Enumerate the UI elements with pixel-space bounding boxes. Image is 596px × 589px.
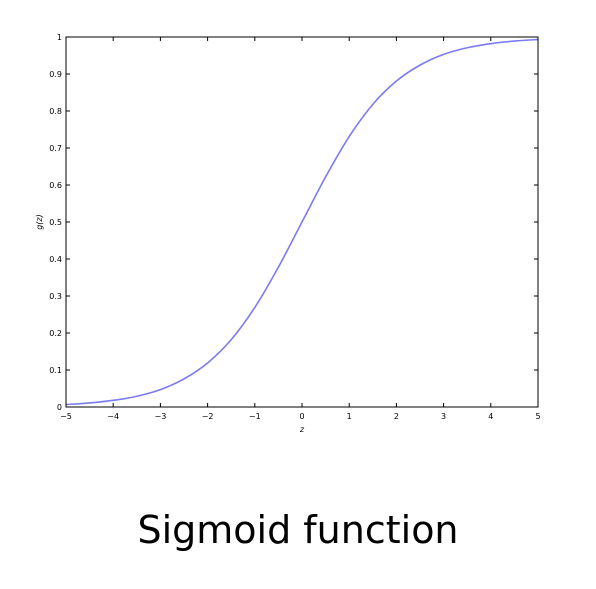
- x-tick-label: −2: [202, 412, 214, 421]
- y-tick-label: 0.7: [49, 144, 62, 153]
- x-tick-label: −5: [60, 412, 72, 421]
- x-tick-label: 2: [394, 412, 399, 421]
- y-tick-label: 0.8: [49, 107, 62, 116]
- y-tick-label: 0.2: [49, 329, 62, 338]
- x-tick-label: 1: [347, 412, 352, 421]
- sigmoid-chart: −5 −4 −3 −2 −1 0 1 2 3 4 5 0 0.1 0.2 0.3 0.4 0.5 0.6 0.7 0.…: [35, 33, 541, 434]
- y-tick-label: 0.9: [49, 70, 62, 79]
- y-tick-label: 0.1: [49, 366, 62, 375]
- y-tick-label: 0.5: [49, 218, 62, 227]
- x-tick-label: 3: [441, 412, 446, 421]
- y-tick-label: 0.4: [49, 255, 62, 264]
- x-tick-label: 0: [299, 412, 304, 421]
- x-tick-label: 5: [535, 412, 540, 421]
- x-tick-label: −4: [107, 412, 119, 421]
- y-tick-label: 0.3: [49, 292, 62, 301]
- x-tick-label: −3: [155, 412, 167, 421]
- x-tick-label: −1: [249, 412, 261, 421]
- x-tick-label: 4: [488, 412, 493, 421]
- y-tick-label: 0: [57, 403, 62, 412]
- x-axis-title: z: [299, 425, 305, 434]
- plot-frame: [65, 36, 539, 408]
- y-tick-label: 0.6: [49, 181, 62, 190]
- sigmoid-curve: [65, 38, 539, 406]
- y-tick-label: 1: [57, 33, 62, 42]
- y-axis-title: g(z): [35, 214, 44, 230]
- chart-caption: Sigmoid function: [137, 508, 459, 552]
